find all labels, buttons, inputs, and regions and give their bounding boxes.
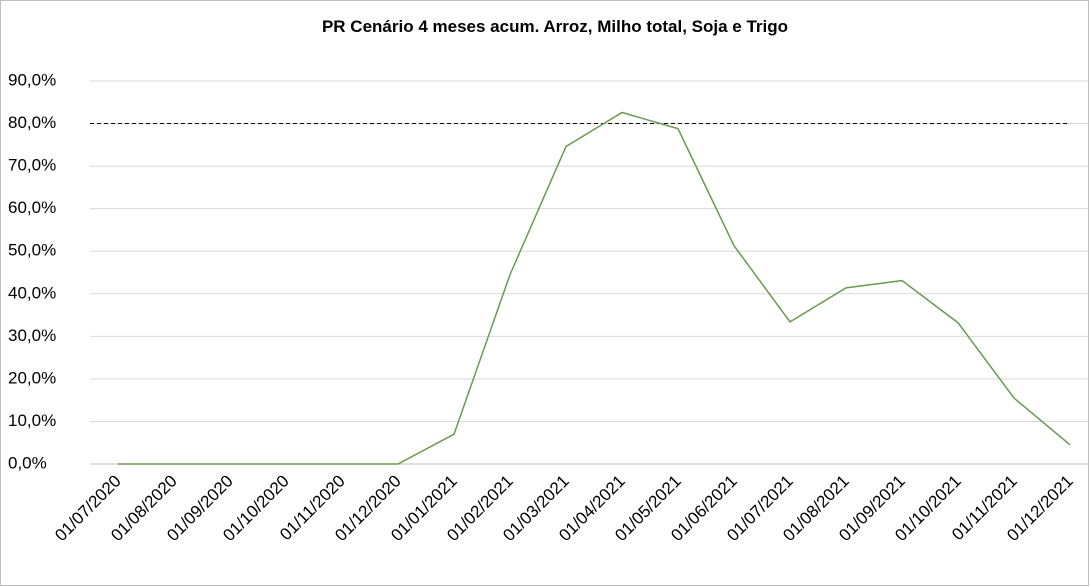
chart-title: PR Cenário 4 meses acum. Arroz, Milho to… [322,17,788,36]
y-tick-label: 70,0% [8,156,56,175]
data-line [118,111,1071,465]
y-tick-label: 50,0% [8,241,56,260]
y-tick-label: 20,0% [8,368,56,387]
y-tick-label: 90,0% [8,70,56,89]
y-tick-label: 80,0% [8,113,56,132]
y-tick-label: 40,0% [8,283,56,302]
y-tick-label: 60,0% [8,198,56,217]
y-tick-label: 10,0% [8,411,56,430]
y-tick-label: 30,0% [8,326,56,345]
y-tick-label: 0,0% [8,453,47,472]
